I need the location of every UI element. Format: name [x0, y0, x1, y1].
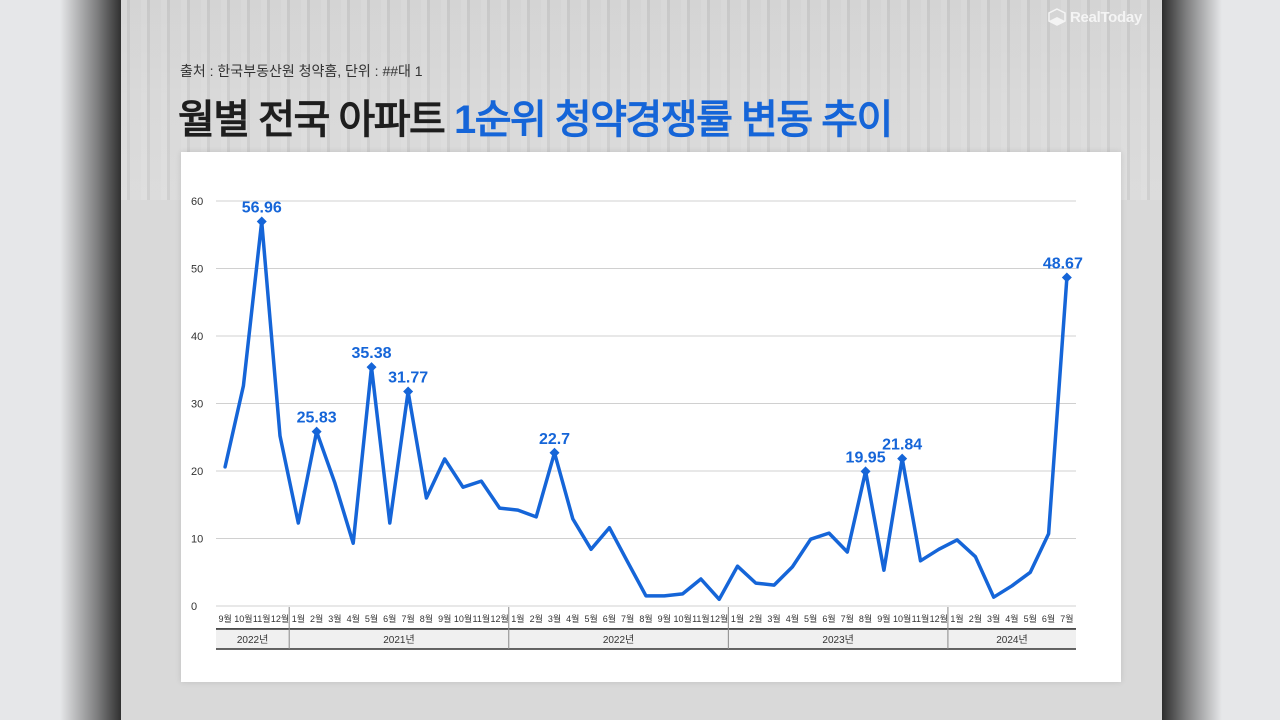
x-tick-label: 10월	[454, 613, 472, 624]
x-tick-label: 5월	[584, 613, 597, 624]
peak-marker	[256, 216, 267, 227]
x-tick-label: 2월	[749, 613, 762, 624]
x-tick-label: 11월	[253, 613, 271, 624]
brand-name: RealToday	[1069, 8, 1142, 26]
x-tick-label: 5월	[804, 613, 817, 624]
y-tick-label: 20	[191, 466, 203, 478]
source-note: 출처 : 한국부동산원 청약홈, 단위 : ##대 1	[180, 63, 423, 79]
data-label: 31.77	[388, 370, 428, 387]
x-tick-label: 3월	[328, 613, 341, 624]
right-shadow	[1162, 0, 1222, 720]
x-tick-label: 7월	[1060, 613, 1073, 624]
x-tick-label: 10월	[234, 613, 252, 624]
peak-marker	[311, 426, 322, 437]
x-tick-label: 1월	[731, 613, 744, 624]
year-label: 2022년	[237, 634, 268, 646]
title-dark: 월별 전국 아파트	[178, 98, 454, 142]
left-shadow	[60, 0, 122, 720]
peak-marker	[549, 447, 560, 458]
chart-card: 0 10 20 30 40 50 60 9월 10월 11월 12월 1월 2월 3월 4월 5월 6월 7월 8월…	[181, 152, 1121, 682]
x-tick-label: 6월	[603, 613, 616, 624]
data-line	[223, 219, 1069, 602]
x-tick-label: 2월	[310, 613, 323, 624]
x-tick-label: 11월	[692, 613, 710, 624]
x-tick-label: 12월	[930, 613, 948, 624]
x-tick-label: 10월	[893, 613, 911, 624]
x-tick-label: 4월	[786, 613, 799, 624]
data-label: 25.83	[297, 410, 337, 427]
data-label: 21.84	[882, 437, 922, 454]
y-tick-label: 60	[191, 196, 203, 208]
year-row-background	[216, 629, 1076, 649]
year-label: 2024년	[996, 634, 1027, 646]
peak-marker	[860, 466, 871, 477]
title-highlight: 1순위 청약경쟁률 변동 추이	[453, 98, 893, 142]
x-tick-label: 8월	[639, 613, 652, 624]
x-tick-label: 9월	[438, 613, 451, 624]
y-tick-label: 0	[191, 601, 197, 613]
data-label: 35.38	[352, 345, 392, 362]
x-tick-label: 10월	[673, 613, 691, 624]
x-tick-label: 12월	[490, 613, 508, 624]
x-tick-label: 4월	[347, 613, 360, 624]
x-tick-label: 9월	[219, 613, 232, 624]
x-tick-label: 1월	[950, 613, 963, 624]
x-tick-label: 7월	[841, 613, 854, 624]
x-tick-label: 8월	[859, 613, 872, 624]
x-tick-label: 2월	[969, 613, 982, 624]
data-label: 56.96	[242, 200, 282, 217]
year-label: 2023년	[822, 634, 853, 646]
peak-marker	[403, 386, 414, 397]
x-tick-label: 12월	[710, 613, 728, 624]
x-tick-label: 4월	[566, 613, 579, 624]
x-tick-label: 1월	[292, 613, 305, 624]
cube-logo-icon	[1048, 8, 1066, 26]
peak-marker	[1061, 272, 1072, 283]
x-tick-label: 6월	[383, 613, 396, 624]
x-tick-label: 6월	[1042, 613, 1055, 624]
x-tick-label: 7월	[401, 613, 414, 624]
x-tick-label: 1월	[511, 613, 524, 624]
x-tick-label: 2월	[530, 613, 543, 624]
year-label: 2022년	[603, 634, 634, 646]
peak-marker	[366, 362, 377, 373]
x-tick-label: 9월	[877, 613, 890, 624]
x-tick-label: 6월	[822, 613, 835, 624]
y-tick-label: 50	[191, 264, 203, 276]
x-tick-label: 3월	[548, 613, 561, 624]
brand-logo: RealToday	[1048, 8, 1142, 26]
x-tick-label: 8월	[420, 613, 433, 624]
year-label: 2021년	[383, 634, 414, 646]
data-label: 19.95	[846, 449, 886, 466]
infographic-panel: RealToday 출처 : 한국부동산원 청약홈, 단위 : ##대 1 월별…	[121, 0, 1162, 720]
x-tick-label: 11월	[912, 613, 930, 624]
y-tick-label: 40	[191, 331, 203, 343]
x-tick-label: 4월	[1005, 613, 1018, 624]
x-tick-label: 7월	[621, 613, 634, 624]
x-tick-label: 5월	[1024, 613, 1037, 624]
data-label: 22.7	[539, 431, 570, 448]
page-title: 월별 전국 아파트 1순위 청약경쟁률 변동 추이	[178, 87, 893, 145]
y-tick-label: 30	[191, 399, 203, 411]
x-tick-label: 5월	[365, 613, 378, 624]
x-tick-label: 9월	[658, 613, 671, 624]
data-label: 48.67	[1043, 255, 1083, 272]
y-tick-label: 10	[191, 534, 203, 546]
x-tick-label: 12월	[271, 613, 289, 624]
peak-marker	[897, 453, 908, 464]
x-tick-label: 3월	[767, 613, 780, 624]
x-tick-label: 3월	[987, 613, 1000, 624]
x-tick-label: 11월	[473, 613, 491, 624]
